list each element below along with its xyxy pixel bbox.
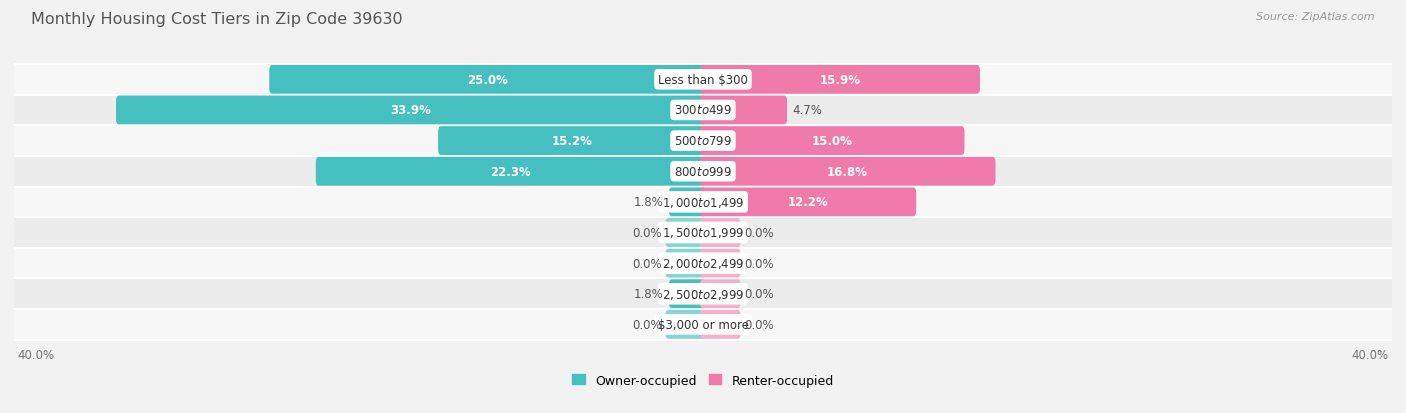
Text: Monthly Housing Cost Tiers in Zip Code 39630: Monthly Housing Cost Tiers in Zip Code 3… bbox=[31, 12, 402, 27]
FancyBboxPatch shape bbox=[665, 249, 706, 278]
FancyBboxPatch shape bbox=[669, 280, 706, 309]
Text: Less than $300: Less than $300 bbox=[658, 74, 748, 87]
FancyBboxPatch shape bbox=[700, 96, 787, 125]
FancyBboxPatch shape bbox=[700, 157, 995, 186]
Text: 0.0%: 0.0% bbox=[633, 318, 662, 331]
Bar bbox=[14, 65, 1392, 95]
Text: 12.2%: 12.2% bbox=[787, 196, 828, 209]
Bar bbox=[14, 95, 1392, 126]
Bar bbox=[14, 248, 1392, 279]
FancyBboxPatch shape bbox=[700, 188, 917, 217]
FancyBboxPatch shape bbox=[316, 157, 706, 186]
Text: 40.0%: 40.0% bbox=[17, 349, 55, 361]
Text: 4.7%: 4.7% bbox=[793, 104, 823, 117]
Text: $3,000 or more: $3,000 or more bbox=[658, 318, 748, 331]
Text: 15.9%: 15.9% bbox=[820, 74, 860, 87]
Text: 0.0%: 0.0% bbox=[744, 226, 773, 240]
Text: 1.8%: 1.8% bbox=[634, 196, 664, 209]
Text: $1,000 to $1,499: $1,000 to $1,499 bbox=[662, 195, 744, 209]
Bar bbox=[14, 157, 1392, 187]
Text: 22.3%: 22.3% bbox=[491, 165, 531, 178]
FancyBboxPatch shape bbox=[700, 249, 741, 278]
FancyBboxPatch shape bbox=[700, 280, 741, 309]
FancyBboxPatch shape bbox=[700, 127, 965, 156]
Text: 0.0%: 0.0% bbox=[633, 226, 662, 240]
Text: $2,500 to $2,999: $2,500 to $2,999 bbox=[662, 287, 744, 301]
Text: $800 to $999: $800 to $999 bbox=[673, 165, 733, 178]
FancyBboxPatch shape bbox=[665, 310, 706, 339]
Text: $2,000 to $2,499: $2,000 to $2,499 bbox=[662, 256, 744, 271]
FancyBboxPatch shape bbox=[665, 218, 706, 247]
Text: 0.0%: 0.0% bbox=[744, 257, 773, 270]
Bar bbox=[14, 309, 1392, 340]
FancyBboxPatch shape bbox=[117, 96, 706, 125]
FancyBboxPatch shape bbox=[700, 310, 741, 339]
Text: 0.0%: 0.0% bbox=[633, 257, 662, 270]
FancyBboxPatch shape bbox=[669, 188, 706, 217]
FancyBboxPatch shape bbox=[270, 66, 706, 95]
Text: $300 to $499: $300 to $499 bbox=[673, 104, 733, 117]
Text: 25.0%: 25.0% bbox=[467, 74, 508, 87]
Text: 33.9%: 33.9% bbox=[391, 104, 432, 117]
FancyBboxPatch shape bbox=[439, 127, 706, 156]
Text: $1,500 to $1,999: $1,500 to $1,999 bbox=[662, 226, 744, 240]
Text: 15.0%: 15.0% bbox=[811, 135, 852, 148]
Text: 40.0%: 40.0% bbox=[1351, 349, 1389, 361]
Text: 0.0%: 0.0% bbox=[744, 287, 773, 301]
Text: Source: ZipAtlas.com: Source: ZipAtlas.com bbox=[1257, 12, 1375, 22]
FancyBboxPatch shape bbox=[700, 218, 741, 247]
Text: $500 to $799: $500 to $799 bbox=[673, 135, 733, 148]
Text: 0.0%: 0.0% bbox=[744, 318, 773, 331]
Text: 16.8%: 16.8% bbox=[827, 165, 868, 178]
Text: 1.8%: 1.8% bbox=[634, 287, 664, 301]
Bar bbox=[14, 126, 1392, 157]
Bar bbox=[14, 187, 1392, 218]
FancyBboxPatch shape bbox=[700, 66, 980, 95]
Bar bbox=[14, 279, 1392, 309]
Text: 15.2%: 15.2% bbox=[551, 135, 592, 148]
Bar bbox=[14, 218, 1392, 248]
Legend: Owner-occupied, Renter-occupied: Owner-occupied, Renter-occupied bbox=[568, 369, 838, 392]
